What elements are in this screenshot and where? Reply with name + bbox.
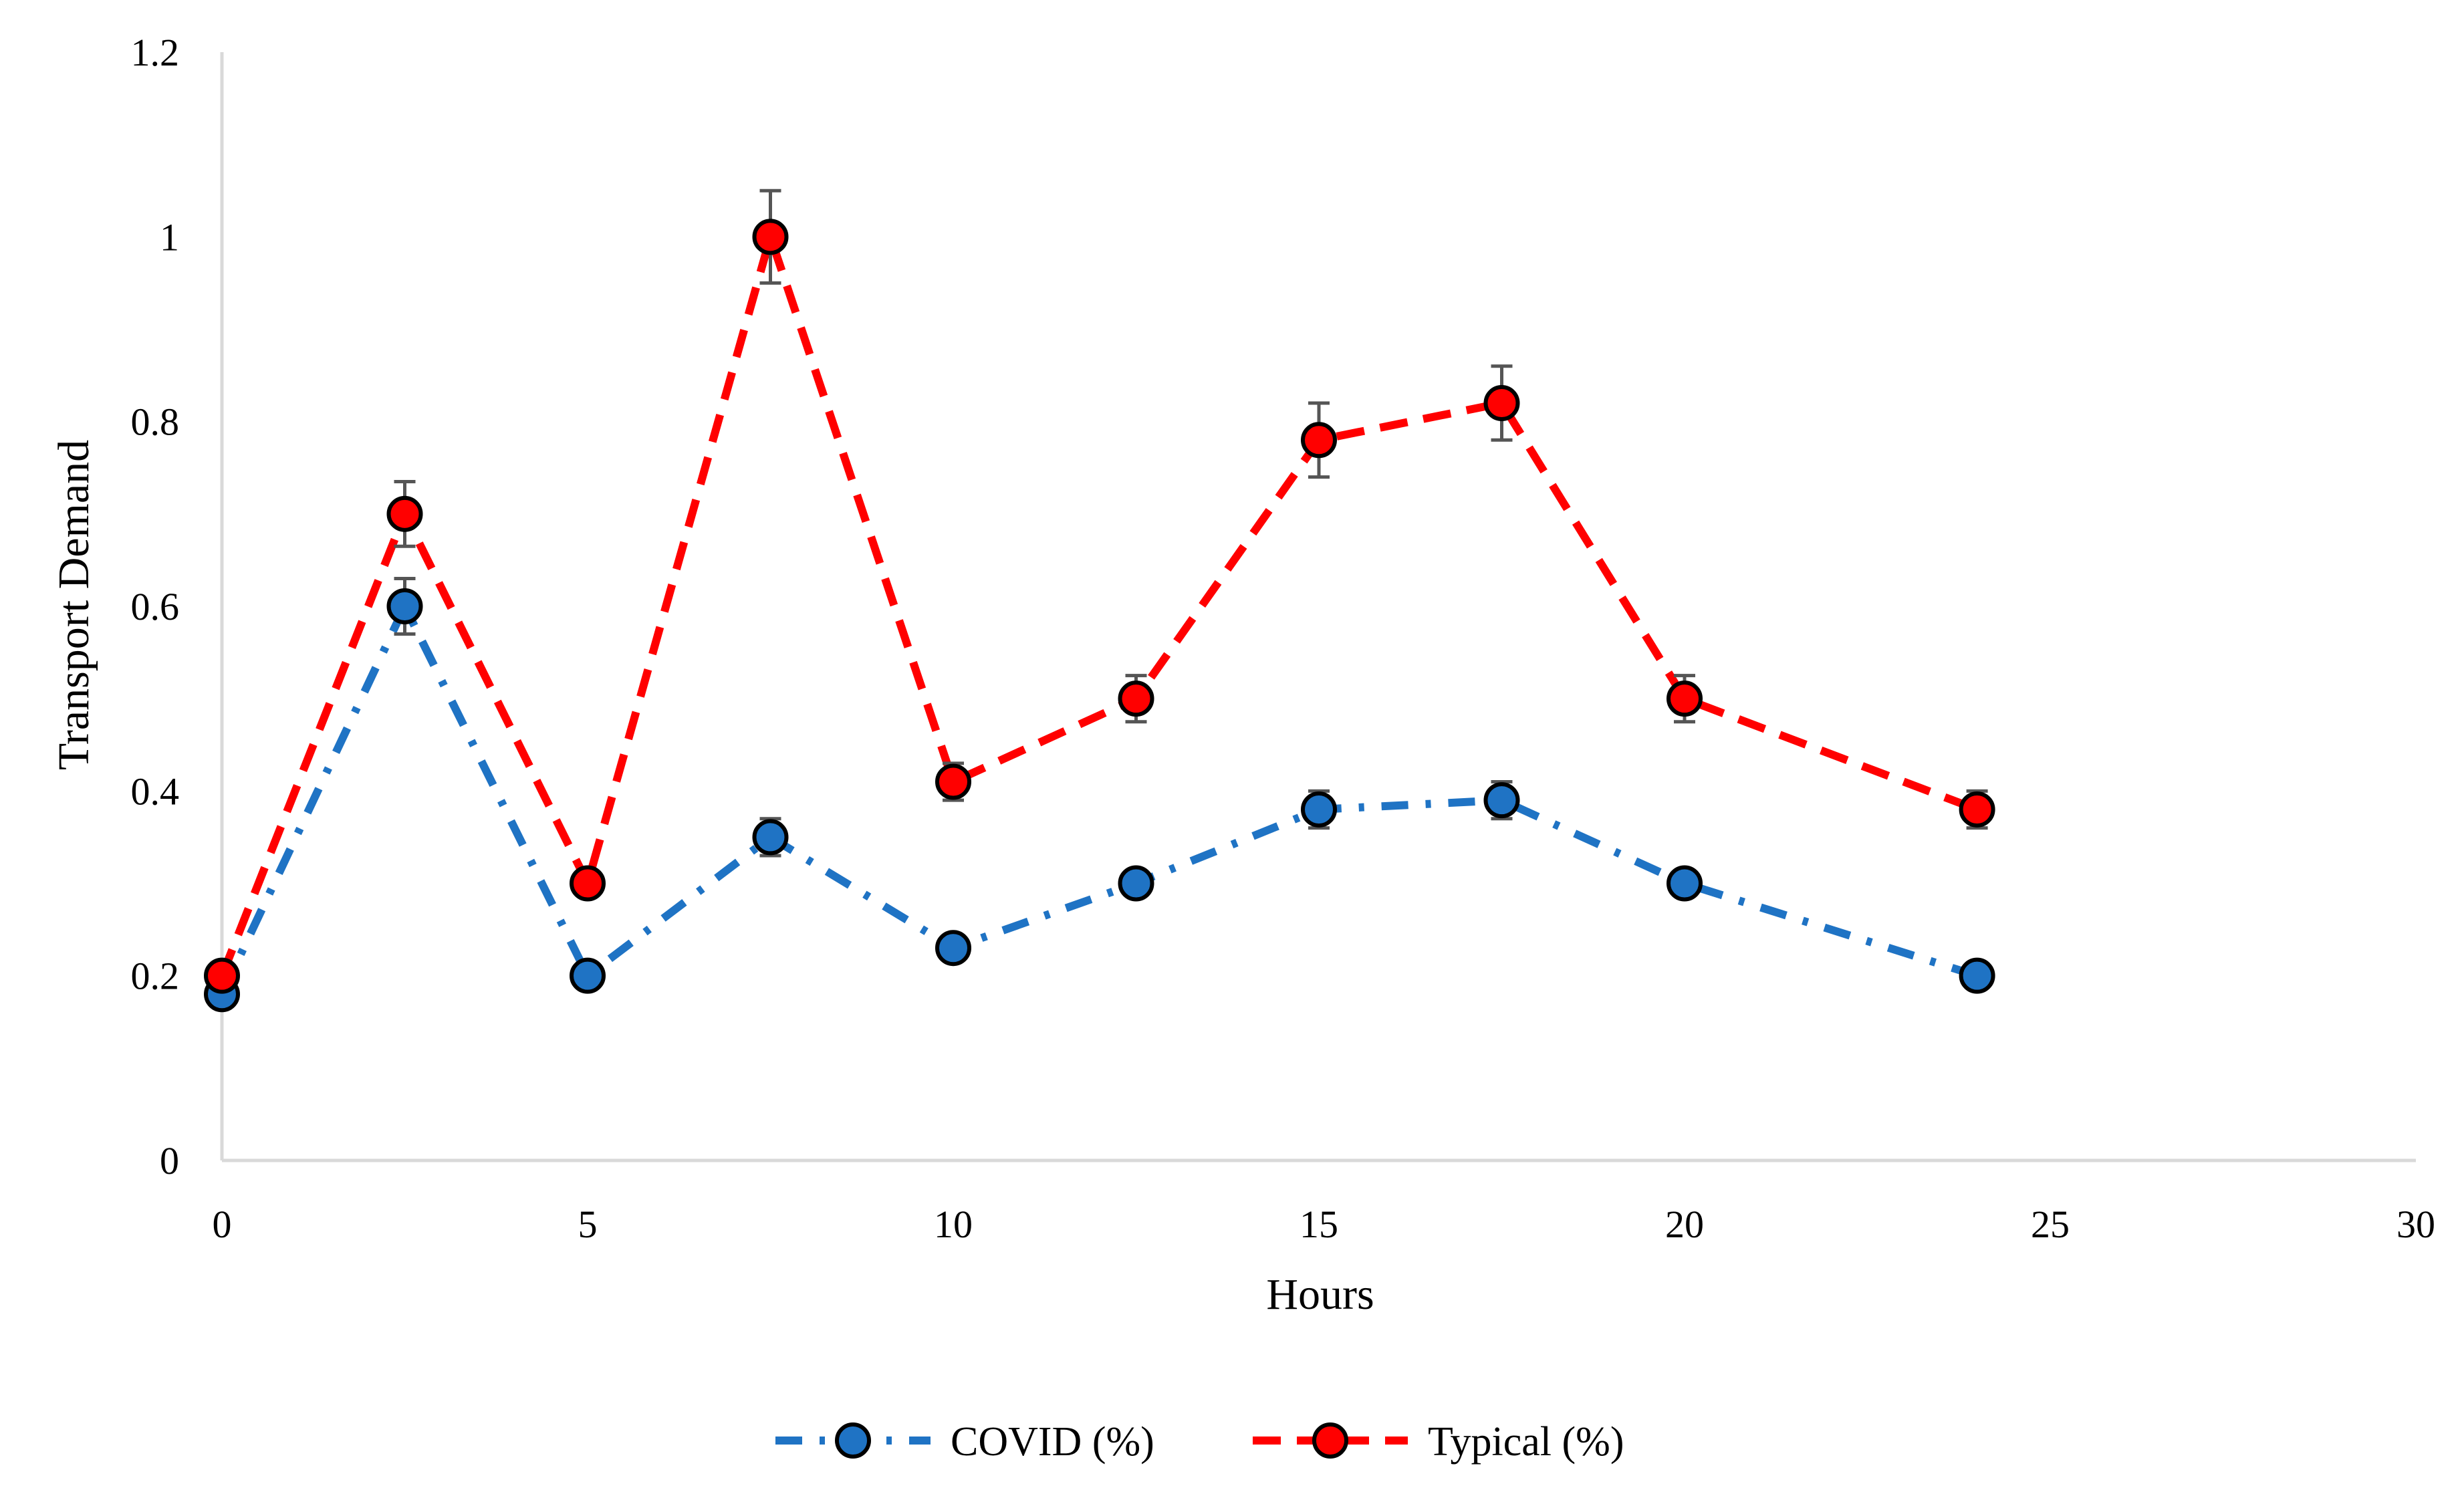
data-point xyxy=(935,930,971,967)
x-tick-labels: 0 5 10 15 20 25 30 xyxy=(213,1203,2436,1246)
series-line xyxy=(218,233,1979,977)
data-point xyxy=(570,865,606,902)
y-tick-label: 0.4 xyxy=(131,769,180,813)
data-point xyxy=(386,495,423,532)
x-tick-label: 10 xyxy=(934,1203,973,1246)
y-tick-label: 0.8 xyxy=(131,400,180,444)
data-point xyxy=(1301,422,1337,459)
x-tick-label: 25 xyxy=(2031,1203,2070,1246)
data-point xyxy=(570,957,606,994)
data-point xyxy=(204,957,240,994)
x-tick-label: 15 xyxy=(1300,1203,1338,1246)
x-tick-label: 0 xyxy=(213,1203,232,1246)
y-tick-label: 1.2 xyxy=(131,31,180,74)
y-axis-title: Transport Demand xyxy=(49,440,98,770)
data-point xyxy=(935,763,971,800)
legend-label: Typical (%) xyxy=(1428,1419,1624,1465)
x-tick-label: 5 xyxy=(578,1203,598,1246)
x-axis-title: Hours xyxy=(1266,1270,1374,1319)
legend-item: Typical (%) xyxy=(1253,1419,1624,1465)
data-point xyxy=(1118,865,1154,902)
y-tick-label: 0 xyxy=(160,1139,179,1182)
data-point xyxy=(1667,865,1703,902)
series-typical xyxy=(204,189,1995,994)
y-tick-labels: 0 0.2 0.4 0.6 0.8 1 1.2 xyxy=(131,31,180,1182)
data-point xyxy=(386,588,423,624)
data-point xyxy=(1959,791,1995,828)
series-line xyxy=(218,602,1979,996)
data-point xyxy=(1301,791,1337,828)
data-point xyxy=(1483,782,1520,819)
y-tick-label: 0.2 xyxy=(131,955,180,998)
legend-marker xyxy=(1312,1422,1348,1459)
data-point xyxy=(752,219,789,255)
x-tick-label: 30 xyxy=(2396,1203,2435,1246)
legend: COVID (%) Typical (%) xyxy=(775,1419,1624,1465)
series-covid xyxy=(204,577,1995,1013)
x-tick-label: 20 xyxy=(1665,1203,1704,1246)
legend-label: COVID (%) xyxy=(951,1419,1154,1465)
legend-item: COVID (%) xyxy=(775,1419,1154,1465)
y-tick-label: 1 xyxy=(160,215,179,259)
y-tick-label: 0.6 xyxy=(131,585,180,628)
data-point xyxy=(1959,957,1995,994)
axes xyxy=(220,52,2416,1162)
data-point xyxy=(1483,385,1520,422)
data-point xyxy=(752,819,789,856)
legend-marker xyxy=(835,1422,871,1459)
data-point xyxy=(1667,680,1703,717)
plot-series xyxy=(204,189,1995,1013)
data-point xyxy=(1118,680,1154,717)
